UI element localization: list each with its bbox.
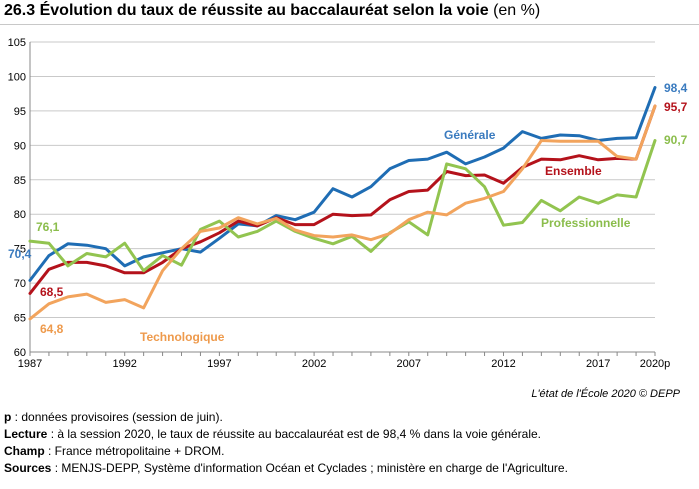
value-label-generale-2020: 98,4 bbox=[664, 81, 688, 95]
y-tick-label: 60 bbox=[14, 347, 26, 359]
x-tick-label: 1987 bbox=[18, 358, 42, 370]
x-tick-label: 2012 bbox=[491, 358, 515, 370]
y-tick-label: 95 bbox=[14, 106, 26, 118]
chart-title-unit: (en %) bbox=[493, 2, 541, 19]
x-tick-label: 2007 bbox=[397, 358, 421, 370]
y-tick-label: 70 bbox=[14, 278, 26, 290]
notes-block: p : données provisoires (session de juin… bbox=[4, 409, 568, 477]
note-text: : MENJS-DEPP, Système d'information Océa… bbox=[51, 461, 568, 475]
value-label-ensemble-1987: 68,5 bbox=[40, 285, 64, 299]
series-line-generale bbox=[28, 86, 657, 282]
series-label-technologique: Technologique bbox=[140, 330, 225, 344]
chart-title: 26.3 Évolution du taux de réussite au ba… bbox=[4, 2, 540, 20]
note-text: : données provisoires (session de juin). bbox=[11, 410, 223, 424]
line-chart: 60 65 70 75 80 85 90 95 100 105 1987 1992 1997 2002 20… bbox=[8, 37, 688, 370]
value-label-professionnelle-2020: 90,7 bbox=[664, 133, 688, 147]
series-label-ensemble: Ensemble bbox=[545, 164, 602, 178]
note-label: Champ bbox=[4, 444, 45, 458]
y-tick-label: 65 bbox=[14, 313, 26, 325]
chart-title-text: Évolution du taux de réussite au baccala… bbox=[39, 2, 489, 19]
series-label-professionnelle: Professionnelle bbox=[541, 216, 631, 230]
note-label: Lecture bbox=[4, 427, 48, 441]
y-tick-label: 85 bbox=[14, 175, 26, 187]
series-label-generale: Générale bbox=[444, 128, 496, 142]
series-line-ensemble bbox=[28, 104, 657, 295]
value-label-professionnelle-1987: 76,1 bbox=[36, 220, 60, 234]
x-tick-label: 1992 bbox=[112, 358, 136, 370]
source-credit: L'état de l'École 2020 © DEPP bbox=[531, 388, 680, 400]
value-label-ensemble-2020: 95,7 bbox=[664, 100, 688, 114]
x-tick-label: 2002 bbox=[302, 358, 326, 370]
note-champ: Champ : France métropolitaine + DROM. bbox=[4, 443, 568, 460]
y-tick-label: 80 bbox=[14, 209, 26, 221]
note-lecture: Lecture : à la session 2020, le taux de … bbox=[4, 426, 568, 443]
value-label-generale-1987: 70,4 bbox=[8, 247, 32, 261]
note-sources: Sources : MENJS-DEPP, Système d'informat… bbox=[4, 460, 568, 477]
y-tick-label: 75 bbox=[14, 244, 26, 256]
note-label: Sources bbox=[4, 461, 52, 475]
x-tick-label: 2020p bbox=[640, 358, 671, 370]
x-tick-label: 2017 bbox=[586, 358, 610, 370]
y-tick-label: 100 bbox=[8, 71, 26, 83]
x-tick-label: 1997 bbox=[207, 358, 231, 370]
note-text: : à la session 2020, le taux de réussite… bbox=[47, 427, 542, 441]
value-label-technologique-1987: 64,8 bbox=[40, 322, 64, 336]
y-tick-label: 90 bbox=[14, 140, 26, 152]
chart-title-number: 26.3 bbox=[4, 2, 36, 19]
note-label: p bbox=[4, 410, 12, 424]
series-line-technologique bbox=[28, 104, 657, 321]
note-text: : France métropolitaine + DROM. bbox=[44, 444, 225, 458]
series-line-professionnelle bbox=[28, 139, 657, 273]
note-provisional: p : données provisoires (session de juin… bbox=[4, 409, 568, 426]
y-tick-label: 105 bbox=[8, 37, 26, 49]
title-divider bbox=[0, 24, 699, 25]
